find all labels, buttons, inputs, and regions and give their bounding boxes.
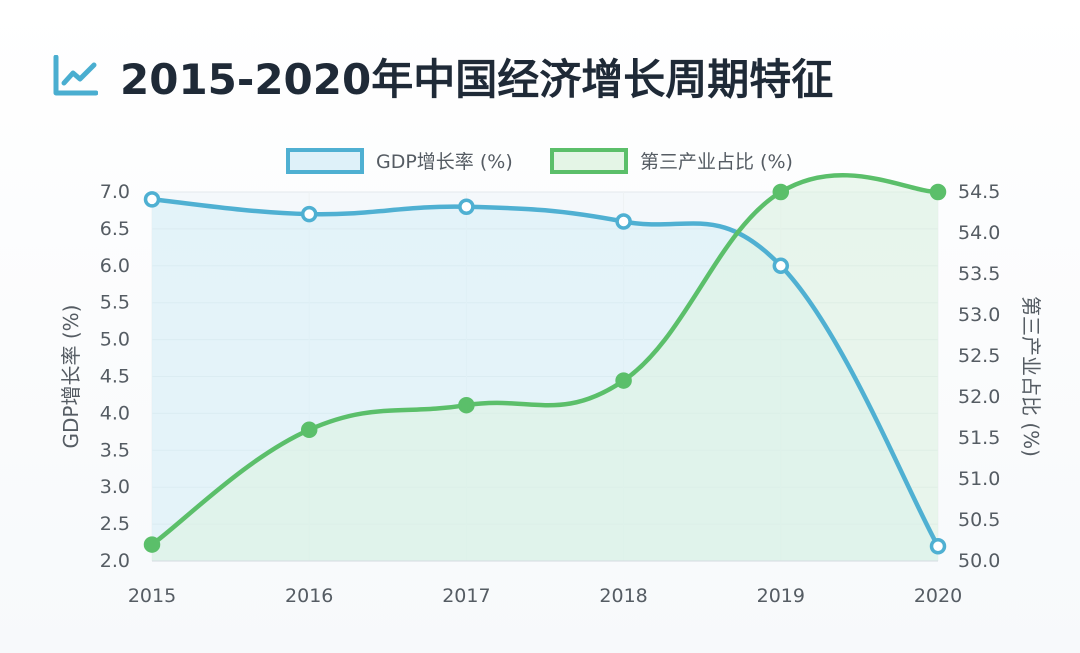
legend[interactable]: GDP增长率 (%) 第三产业占比 (%): [286, 148, 793, 174]
y-right-tick-label: 51.5: [958, 427, 1000, 449]
x-tick-label: 2017: [442, 585, 490, 607]
y-left-tick-label: 5.5: [100, 292, 130, 314]
axes: 7.0 6.5 6.0 5.5 5.0 4.5 4.0 3.5 3.0 2.5 2.0 54.5 54.…: [59, 181, 1043, 607]
x-tick-label: 2019: [757, 585, 805, 607]
y-right-tick-label: 50.0: [958, 550, 1000, 572]
data-point[interactable]: [143, 191, 161, 208]
data-point[interactable]: [458, 198, 475, 216]
y-left-tick-label: 3.5: [100, 439, 130, 461]
page-title: 2015-2020年中国经济增长周期特征: [120, 54, 834, 104]
data-point[interactable]: [772, 183, 790, 201]
y-left-tick-label: 6.5: [100, 218, 130, 240]
y-right-tick-label: 51.0: [958, 468, 1000, 490]
y-right-tick-label: 53.5: [958, 263, 1000, 285]
line-chart: 7.0 6.5 6.0 5.5 5.0 4.5 4.0 3.5 3.0 2.5 2.0 54.5 54.…: [59, 148, 1043, 607]
legend-swatch: [286, 148, 364, 174]
data-point[interactable]: [929, 537, 947, 555]
header: 2015-2020年中国经济增长周期特征: [52, 44, 833, 108]
legend-item[interactable]: GDP增长率 (%): [286, 148, 513, 174]
y-right-tick-label: 52.0: [958, 386, 1000, 408]
y-left-axis-label: GDP增长率 (%): [59, 305, 83, 449]
data-point[interactable]: [929, 183, 947, 201]
y-left-tick-label: 6.0: [100, 255, 130, 277]
data-point[interactable]: [300, 205, 318, 223]
y-right-tick-label: 53.0: [958, 304, 1000, 326]
x-tick-label: 2018: [599, 585, 647, 607]
y-left-tick-label: 4.5: [100, 366, 130, 388]
legend-label: GDP增长率 (%): [376, 151, 513, 173]
y-left-tick-label: 2.5: [100, 513, 130, 535]
legend-swatch: [550, 148, 628, 174]
chart-container: 7.0 6.5 6.0 5.5 5.0 4.5 4.0 3.5 3.0 2.5 2.0 54.5 54.…: [0, 130, 1080, 630]
series-points: [143, 183, 947, 555]
legend-label: 第三产业占比 (%): [640, 151, 793, 173]
data-point[interactable]: [458, 396, 475, 414]
y-left-tick-label: 3.0: [100, 476, 130, 498]
y-right-tick-label: 52.5: [958, 345, 1000, 367]
y-left-tick-label: 5.0: [100, 329, 130, 351]
legend-item[interactable]: 第三产业占比 (%): [550, 148, 793, 174]
data-point[interactable]: [143, 536, 161, 553]
x-tick-label: 2015: [128, 585, 176, 607]
series-line: [149, 173, 941, 547]
series-areas: [152, 175, 938, 562]
data-point[interactable]: [615, 372, 632, 389]
chart-line-icon: [52, 53, 98, 99]
series-area: [152, 175, 938, 562]
y-right-tick-label: 54.0: [958, 222, 1000, 244]
y-right-tick-label: 54.5: [958, 181, 1000, 203]
y-left-tick-label: 4.0: [100, 402, 130, 424]
data-point[interactable]: [300, 421, 318, 439]
x-tick-label: 2020: [914, 585, 962, 607]
y-left-tick-label: 7.0: [100, 181, 130, 203]
x-tick-label: 2016: [285, 585, 333, 607]
y-right-axis-label: 第三产业占比 (%): [1019, 296, 1043, 457]
data-point[interactable]: [772, 257, 790, 275]
y-right-tick-label: 50.5: [958, 509, 1000, 531]
data-point[interactable]: [615, 213, 632, 230]
y-left-tick-label: 2.0: [100, 550, 130, 572]
